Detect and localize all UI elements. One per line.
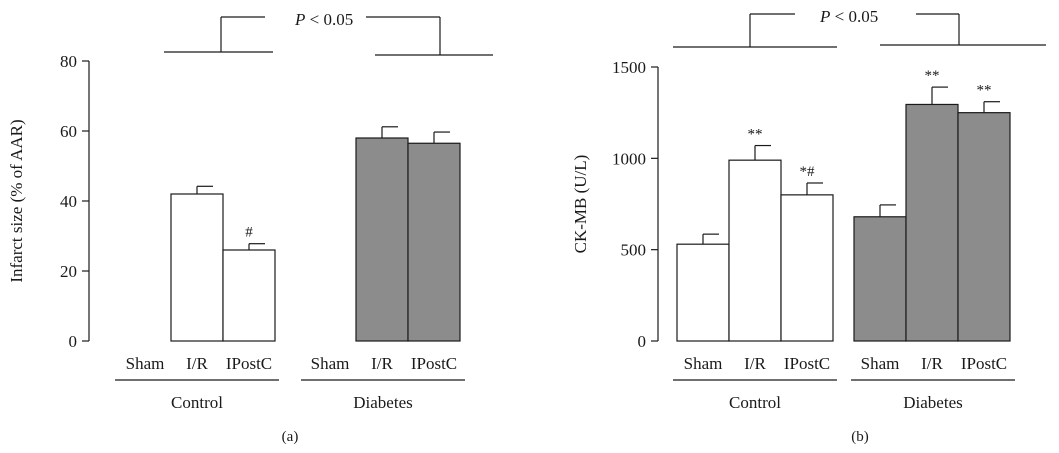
category-label: I/R (921, 354, 943, 373)
bar (780, 194, 834, 342)
bar (170, 193, 224, 342)
category-label: I/R (186, 354, 208, 373)
y-tick-label: 1500 (612, 58, 646, 77)
y-tick-label: 500 (621, 241, 647, 260)
y-tick-label: 1000 (612, 149, 646, 168)
bar (407, 142, 461, 342)
y-tick-label: 0 (69, 332, 78, 351)
category-label: Sham (861, 354, 900, 373)
p-symbol: P (819, 7, 830, 26)
category-label: I/R (371, 354, 393, 373)
bar (957, 112, 1011, 342)
y-axis-label: Infarct size (% of AAR) (7, 119, 26, 282)
category-label: IPostC (411, 354, 457, 373)
category-label: Sham (126, 354, 165, 373)
significance-mark: ** (977, 83, 992, 99)
y-tick-label: 40 (60, 192, 77, 211)
category-label: Sham (684, 354, 723, 373)
p-symbol: P (294, 10, 305, 29)
group-label: Control (171, 393, 223, 412)
y-tick-label: 80 (60, 52, 77, 71)
y-tick-label: 60 (60, 122, 77, 141)
p-value-annotation: P < 0.05 (294, 10, 353, 29)
significance-mark: ** (925, 68, 940, 84)
category-label: Sham (311, 354, 350, 373)
group-label: Diabetes (353, 393, 412, 412)
panel-a-infarct-size-chart: 0 20 40 60 80 Infarct size (% of AAR) Sham I/R #… (7, 10, 493, 445)
panel-b-ck-mb-chart: 0 500 1000 1500 CK-MB (U/L) Sham ** I/R *# IPostC… (571, 7, 1046, 445)
bar (728, 159, 782, 342)
significance-mark: # (245, 225, 253, 241)
category-label: I/R (744, 354, 766, 373)
bar (676, 243, 730, 342)
group-label: Control (729, 393, 781, 412)
category-label: IPostC (784, 354, 830, 373)
p-value-annotation: P < 0.05 (819, 7, 878, 26)
y-tick-label: 0 (638, 332, 647, 351)
panel-label: (a) (282, 429, 299, 445)
p-value-text: < 0.05 (305, 10, 353, 29)
y-tick-label: 20 (60, 262, 77, 281)
bar (905, 103, 959, 342)
bar (853, 216, 907, 342)
significance-mark: *# (800, 164, 816, 180)
category-label: IPostC (961, 354, 1007, 373)
category-label: IPostC (226, 354, 272, 373)
bar (222, 249, 276, 342)
significance-mark: ** (748, 127, 763, 143)
y-axis-label: CK-MB (U/L) (571, 155, 590, 254)
group-label: Diabetes (903, 393, 962, 412)
bar (355, 137, 409, 342)
panel-label: (b) (851, 429, 869, 445)
p-value-text: < 0.05 (830, 7, 878, 26)
